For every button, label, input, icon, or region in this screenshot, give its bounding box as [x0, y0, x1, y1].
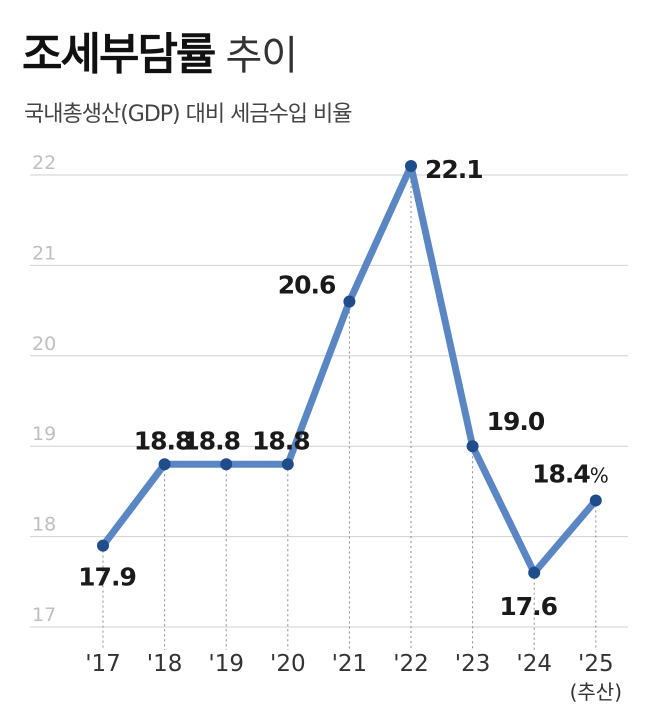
x-tick-label: '24 [516, 651, 552, 677]
x-tick-label: '17 [85, 651, 121, 677]
data-point [343, 295, 356, 308]
data-point [281, 458, 294, 471]
data-point [589, 494, 602, 507]
data-point [466, 440, 479, 453]
chart-title-main: 조세부담률 [22, 29, 216, 80]
data-label: 19.0 [487, 407, 545, 436]
y-tick-label: 18 [32, 514, 56, 536]
data-label: 18.8 [182, 426, 240, 455]
chart-subtitle: 국내총생산(GDP) 대비 세금수입 비율 [24, 102, 353, 127]
data-label: 17.9 [78, 563, 136, 592]
y-tick-label: 22 [32, 152, 56, 174]
y-tick-label: 19 [32, 423, 56, 445]
x-tick-note: (추산) [570, 680, 622, 704]
x-tick-label: '22 [393, 651, 429, 677]
data-label: 18.4% [532, 459, 608, 488]
data-point [220, 458, 233, 471]
x-tick-label: '18 [147, 651, 183, 677]
x-tick-label: '21 [332, 651, 368, 677]
y-tick-label: 21 [32, 242, 56, 264]
data-point [405, 159, 417, 172]
data-label: 17.6 [499, 592, 557, 621]
chart-title: 조세부담률 추이 [22, 18, 299, 82]
data-label: 18.8 [134, 426, 192, 455]
data-label: 20.6 [278, 271, 336, 300]
data-label: 22.1 [425, 155, 483, 184]
data-label: 18.8 [252, 426, 310, 455]
data-point [528, 566, 541, 579]
data-point [97, 539, 109, 552]
unit-label: % [590, 463, 608, 487]
chart-title-suffix: 추이 [225, 33, 299, 79]
x-tick-label: '19 [208, 651, 244, 677]
x-tick-label: '25 [578, 651, 614, 677]
y-tick-label: 17 [32, 604, 56, 626]
x-tick-label: '20 [270, 651, 306, 677]
y-tick-label: 20 [32, 333, 56, 355]
data-point [158, 458, 171, 471]
x-tick-label: '23 [455, 651, 491, 677]
